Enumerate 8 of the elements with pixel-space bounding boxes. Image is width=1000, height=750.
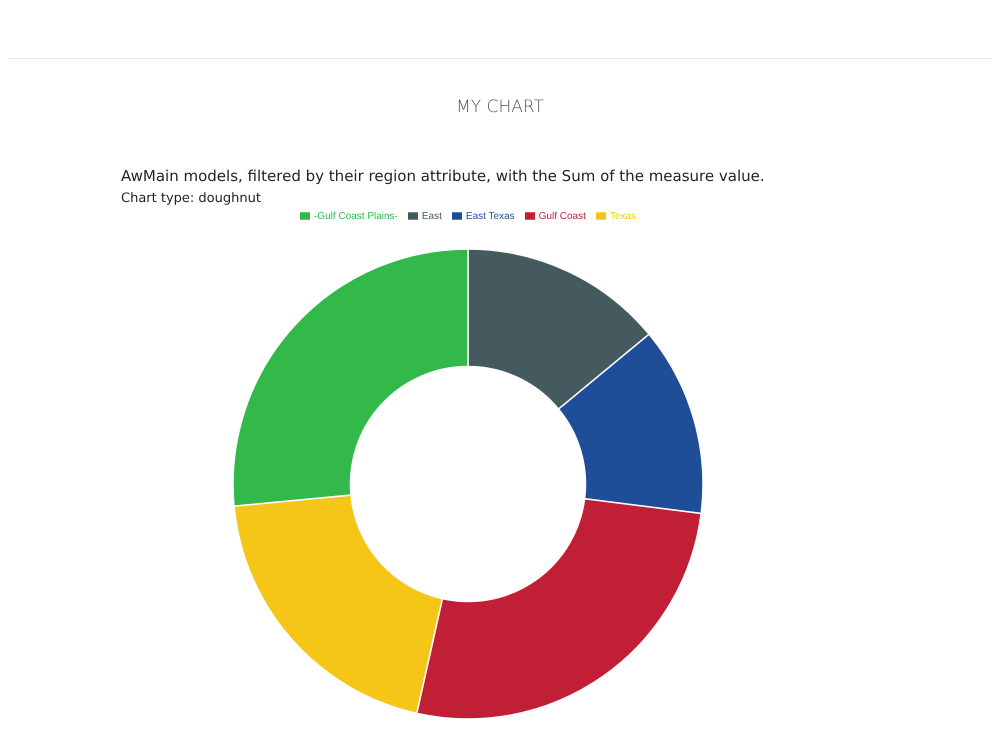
text: Chart type: doughnut bbox=[121, 191, 262, 206]
legend-label: East Texas bbox=[466, 211, 515, 222]
legend-label: East bbox=[422, 211, 442, 222]
legend-label: Gulf Coast bbox=[538, 211, 586, 222]
legend-label: -Gulf Coast Plains- bbox=[314, 211, 398, 222]
legend-label: Texas bbox=[610, 211, 636, 222]
chart-subtitle: AwMain models, filtered by their region attribute, with the Sum of the measure value. bbox=[121, 167, 766, 185]
chart-title: MY CHART bbox=[455, 97, 545, 117]
